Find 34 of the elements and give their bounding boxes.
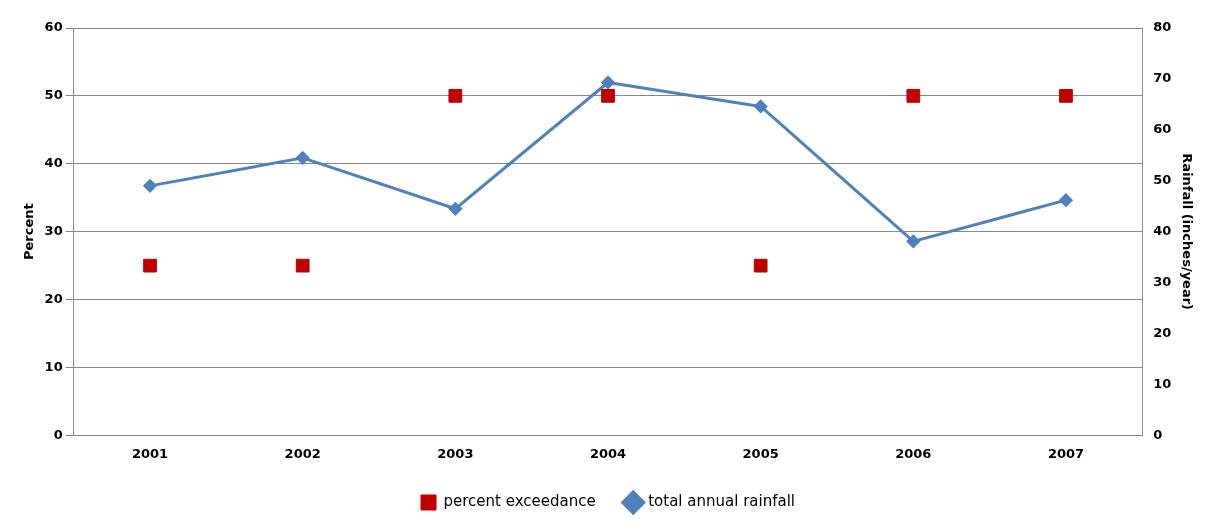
y2-tick-label: 20 — [1153, 324, 1172, 340]
y-tick-label: 20 — [44, 290, 63, 306]
x-tick-label: 2004 — [589, 445, 627, 461]
x-tick-label: 2006 — [895, 445, 932, 461]
x-tick-label: 2003 — [437, 445, 474, 461]
x-tick-label: 2005 — [742, 445, 779, 461]
y2-tick-label: 10 — [1153, 375, 1172, 391]
legend-label: percent exceedance — [443, 492, 596, 511]
y-tick-label: 50 — [44, 87, 63, 103]
y-tick-label: 40 — [44, 155, 63, 171]
y-axis-title: Percent — [21, 203, 37, 261]
y-tick-label: 30 — [44, 223, 63, 239]
y-tick-label: 60 — [44, 19, 63, 35]
y2-axis-title: Rainfall (inches/year) — [1179, 153, 1195, 311]
y-tick-label: 10 — [44, 358, 63, 374]
point — [143, 179, 157, 193]
y-tick-label: 0 — [53, 426, 63, 442]
point — [448, 202, 462, 216]
y2-tick-label: 80 — [1153, 19, 1172, 35]
legend-label: total annual rainfall — [648, 492, 795, 511]
point — [296, 151, 310, 165]
x-tick-label: 2001 — [131, 445, 169, 461]
y2-tick-label: 40 — [1153, 223, 1172, 239]
y2-tick-label: 60 — [1153, 121, 1172, 137]
y2-tick-label: 70 — [1153, 70, 1172, 86]
point — [754, 99, 768, 113]
point — [601, 75, 615, 89]
y2-tick-label: 50 — [1153, 172, 1172, 188]
x-tick-label: 2007 — [1047, 445, 1085, 461]
y2-tick-label: 30 — [1153, 274, 1172, 289]
y2-tick-label: 0 — [1153, 426, 1163, 442]
point — [906, 234, 920, 248]
point — [1059, 193, 1073, 207]
x-tick-label: 2002 — [284, 445, 321, 461]
